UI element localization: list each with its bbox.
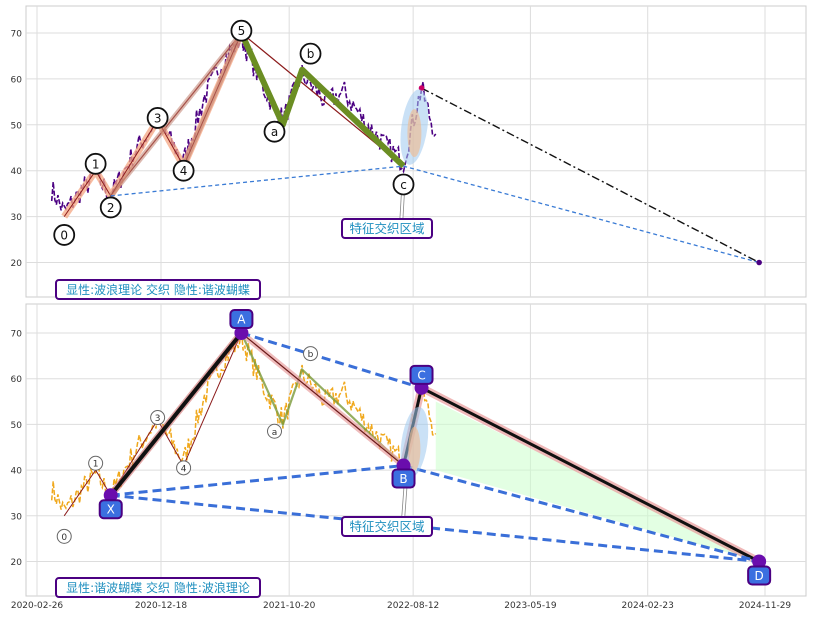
corner-label-bottom-box xyxy=(55,577,261,598)
small-wave-label-circle xyxy=(176,460,192,476)
corner-label-top-box xyxy=(55,279,261,300)
wave-label-text: 1 xyxy=(92,157,100,171)
wave-label-circle xyxy=(172,159,195,182)
bd-dashed xyxy=(403,464,760,563)
leg-cd xyxy=(420,386,760,563)
harmonic-label-box xyxy=(229,309,254,329)
wave-label-circle xyxy=(263,120,286,143)
wave-label-text: 0 xyxy=(60,228,68,242)
wave-label-text: 4 xyxy=(180,164,188,178)
price-series-bottom xyxy=(50,328,437,510)
ac-dashed xyxy=(240,331,422,390)
harmonic-point xyxy=(234,326,249,340)
y-tick-label: 40 xyxy=(11,167,23,177)
small-wave-label-text: 3 xyxy=(155,414,161,424)
y-tick-label: 20 xyxy=(11,259,23,269)
wave-label-text: 5 xyxy=(238,24,246,38)
wave-label-circle xyxy=(99,196,122,219)
wave-label-circle xyxy=(53,224,76,246)
wave-label-circle xyxy=(392,173,415,196)
projection-dashdot-line xyxy=(421,87,760,264)
wave-label-circle xyxy=(299,42,322,65)
harmonic-label-text: B xyxy=(399,472,407,486)
wave-label-text: a xyxy=(271,125,278,139)
harmonic-label-box xyxy=(409,364,434,385)
y-tick-label: 50 xyxy=(11,121,23,131)
annotation-top-box xyxy=(341,218,433,239)
harmonic-label-text: C xyxy=(417,368,425,382)
harmonic-label-text: D xyxy=(755,569,764,583)
small-wave-label-circle xyxy=(88,455,104,471)
elliott-wave-thin xyxy=(63,332,242,517)
leg-xa xyxy=(109,331,243,497)
harmonic-label-text: A xyxy=(237,313,246,327)
wave-label-text: 3 xyxy=(154,111,162,125)
corrective-wave xyxy=(238,31,406,169)
intersection-zone-core xyxy=(407,109,422,158)
annotation-bottom-box xyxy=(341,516,433,537)
wave-label-text: 2 xyxy=(107,201,115,215)
xb-dashed xyxy=(110,464,404,497)
small-wave-label-circle xyxy=(267,423,283,439)
x-tick-label: 2024-11-29 xyxy=(739,601,792,611)
y-tick-label: 70 xyxy=(11,330,23,340)
y-tick-label: 60 xyxy=(11,375,23,385)
wave-label-circle xyxy=(146,107,169,129)
harmonic-label-box xyxy=(98,499,123,520)
recent-high-point xyxy=(418,85,425,91)
x-tick-label: 2023-05-19 xyxy=(504,601,557,611)
wave-label-text: c xyxy=(400,178,407,192)
intersection-zone-core-bottom xyxy=(408,426,421,471)
projection-end-point xyxy=(756,259,762,266)
x-tick-label: 2020-02-26 xyxy=(11,601,64,611)
small-wave-label-text: a xyxy=(272,428,278,438)
y-tick-label: 50 xyxy=(11,421,23,431)
xd-dashed xyxy=(110,493,760,563)
x-tick-label: 2022-08-12 xyxy=(387,601,439,611)
corner-label-bottom: 显性:谐波蝴蝶 交织 隐性:波浪理论 xyxy=(66,580,250,595)
wave-label-text: b xyxy=(307,47,315,61)
small-wave-label-circle xyxy=(56,528,72,544)
wave-label-circle xyxy=(230,19,253,42)
y-tick-label: 40 xyxy=(11,467,23,477)
small-wave-label-circle xyxy=(303,346,319,362)
x-tick-label: 2021-10-20 xyxy=(263,601,316,611)
projection-dashed-line xyxy=(110,165,760,264)
impulse-channel xyxy=(108,31,244,198)
small-wave-label-text: 1 xyxy=(93,460,99,470)
wave-label-circle xyxy=(84,152,107,175)
x-tick-label: 2024-02-23 xyxy=(622,601,674,611)
corner-label-top: 显性:波浪理论 交织 隐性:谐波蝴蝶 xyxy=(66,282,250,297)
elliott-corrective-thin xyxy=(240,332,405,467)
small-wave-label-text: b xyxy=(308,350,314,360)
harmonic-label-box xyxy=(391,468,416,489)
y-tick-label: 70 xyxy=(11,30,23,40)
y-tick-label: 30 xyxy=(11,213,23,223)
harmonic-label-text: X xyxy=(107,503,115,517)
y-tick-label: 30 xyxy=(11,512,23,522)
leg-ab xyxy=(241,332,404,466)
small-wave-label-text: 4 xyxy=(181,464,187,474)
harmonic-point xyxy=(752,554,767,569)
impulse-channel xyxy=(181,32,244,168)
harmonic-label-box xyxy=(747,565,772,586)
x-tick-label: 2020-12-18 xyxy=(135,601,188,611)
small-wave-label-text: 0 xyxy=(61,533,67,543)
annotation-top: 特征交织区域 xyxy=(349,221,424,236)
annotation-bottom: 特征交织区域 xyxy=(349,519,424,534)
small-wave-label-circle xyxy=(150,410,166,426)
y-tick-label: 20 xyxy=(11,558,23,568)
harmonic-point xyxy=(103,488,118,503)
y-tick-label: 60 xyxy=(11,75,23,85)
